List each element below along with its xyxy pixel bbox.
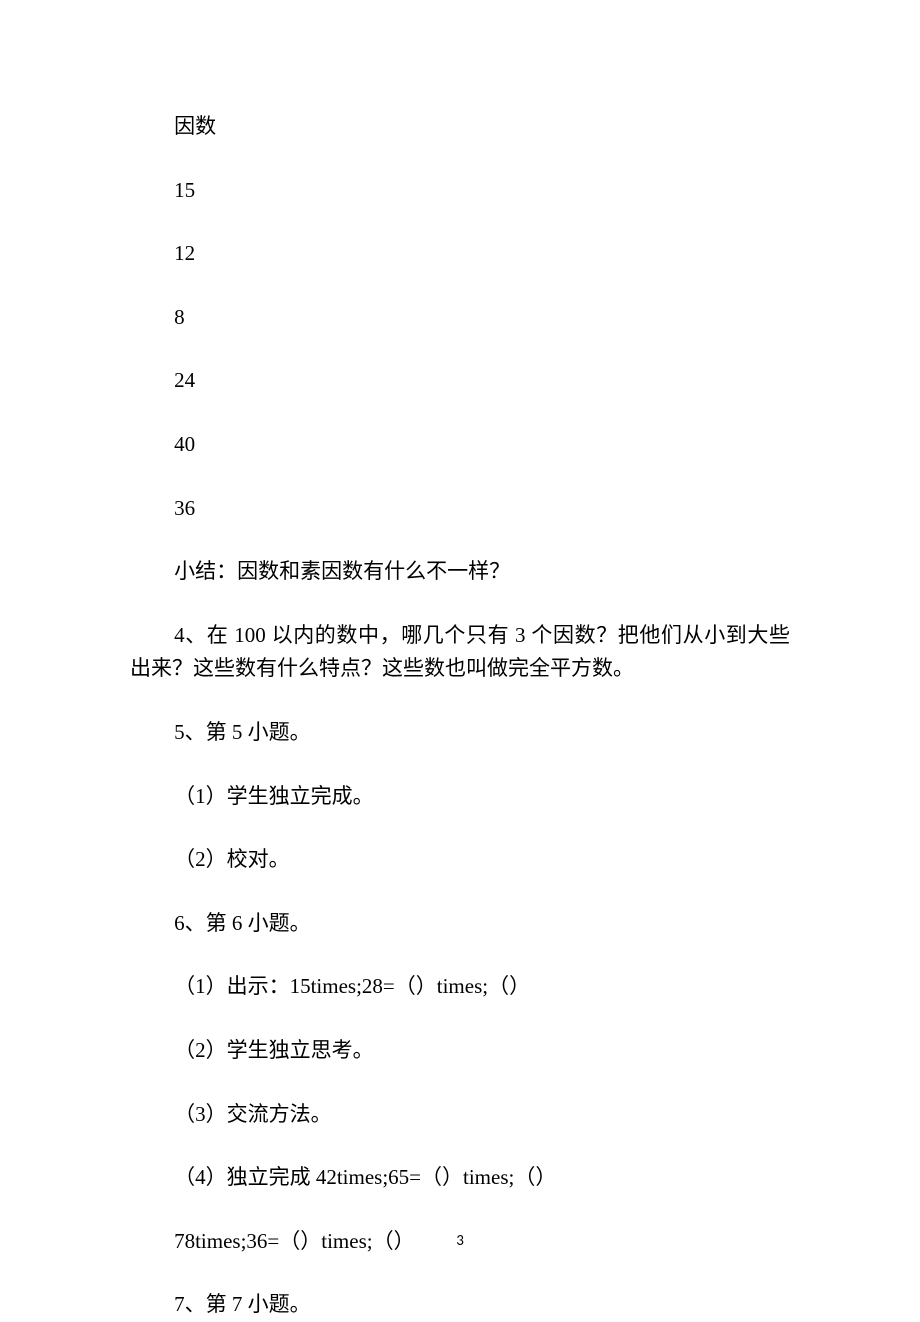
text-line: （2）校对。 bbox=[130, 843, 790, 877]
page-number: 3 bbox=[0, 1232, 920, 1250]
text-line: 36 bbox=[130, 492, 790, 526]
text-line: （3）交流方法。 bbox=[130, 1098, 790, 1132]
text-line: （4）独立完成 42times;65=（）times;（） bbox=[130, 1161, 790, 1195]
text-line: （2）学生独立思考。 bbox=[130, 1034, 790, 1068]
text-line: 40 bbox=[130, 428, 790, 462]
text-line: 15 bbox=[130, 174, 790, 208]
text-line: 小结：因数和素因数有什么不一样？ bbox=[130, 555, 790, 589]
text-line: 12 bbox=[130, 237, 790, 271]
text-line: 6、第 6 小题。 bbox=[130, 907, 790, 941]
document-content: 因数 15 12 8 24 40 36 小结：因数和素因数有什么不一样？ 4、在… bbox=[0, 0, 920, 1322]
text-line: 因数 bbox=[130, 110, 790, 144]
text-line: 4、在 100 以内的数中，哪几个只有 3 个因数？把他们从小到大些出来？这些数… bbox=[130, 619, 790, 686]
text-line: 24 bbox=[130, 364, 790, 398]
text-line: （1）出示：15times;28=（）times;（） bbox=[130, 970, 790, 1004]
text-line: 7、第 7 小题。 bbox=[130, 1288, 790, 1322]
text-line: （1）学生独立完成。 bbox=[130, 780, 790, 814]
text-line: 8 bbox=[130, 301, 790, 335]
text-line: 5、第 5 小题。 bbox=[130, 716, 790, 750]
